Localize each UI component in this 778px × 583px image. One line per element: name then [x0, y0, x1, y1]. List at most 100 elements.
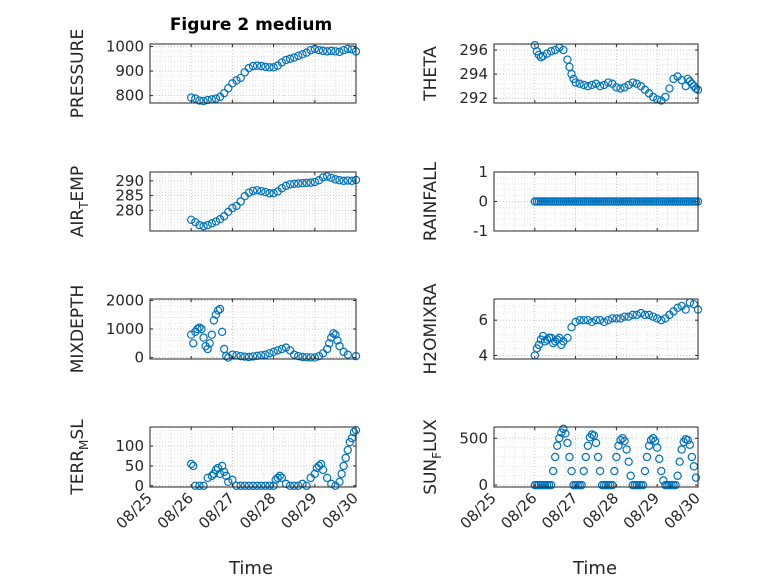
data-point: [318, 173, 328, 182]
data-point: [599, 317, 609, 327]
axes-box: [493, 298, 699, 360]
data-point: [236, 197, 245, 206]
data-point: [575, 315, 584, 325]
y-axis-label: MIXDEPTH: [68, 285, 88, 374]
data-point: [657, 466, 666, 476]
data-point: [687, 79, 697, 88]
data-point: [583, 315, 593, 325]
data-point: [640, 310, 650, 320]
data-point: [273, 473, 282, 483]
data-point: [685, 440, 695, 450]
y-tick-label: 290: [115, 172, 144, 190]
data-point: [636, 308, 646, 318]
data-point: [595, 466, 605, 476]
data-point: [530, 41, 540, 50]
data-point: [626, 471, 635, 480]
data-point: [341, 453, 350, 463]
data-point: [653, 314, 662, 323]
data-point: [203, 473, 212, 483]
data-point: [677, 75, 686, 85]
y-tick-label: 0: [134, 349, 144, 367]
y-tick-label: 1000: [106, 37, 144, 55]
data-point: [591, 438, 601, 448]
data-point: [261, 187, 270, 197]
data-point: [265, 349, 274, 358]
data-point: [205, 339, 214, 348]
data-point: [240, 352, 249, 361]
data-point: [265, 63, 274, 72]
y-tick-label: 1000: [106, 320, 144, 338]
data-point: [261, 62, 270, 72]
data-point: [269, 189, 278, 198]
data-point: [222, 351, 231, 361]
data-point: [349, 427, 359, 437]
data-point: [195, 481, 204, 491]
data-point: [285, 54, 295, 63]
data-point: [571, 78, 580, 87]
data-point: [186, 215, 196, 224]
data-point: [665, 84, 674, 93]
data-point: [616, 84, 625, 93]
data-point: [281, 55, 291, 65]
data-point: [277, 58, 287, 67]
data-point: [333, 336, 342, 345]
data-point: [335, 477, 344, 487]
data-point: [551, 452, 560, 462]
data-point: [599, 80, 609, 90]
data-point: [628, 78, 637, 87]
data-point: [553, 335, 562, 344]
x-tick-label: 08/26: [154, 489, 197, 532]
y-tick-label: 900: [115, 62, 144, 80]
data-point: [244, 481, 254, 491]
data-point: [542, 335, 552, 344]
data-point: [561, 429, 570, 438]
data-point: [589, 431, 599, 440]
data-point: [224, 84, 233, 93]
data-point: [277, 473, 287, 483]
data-point: [567, 323, 576, 332]
y-tick-label: 800: [115, 87, 144, 105]
data-point: [244, 63, 254, 73]
y-axis-label: PRESSURE: [68, 29, 88, 118]
data-point: [306, 178, 315, 187]
data-point: [331, 47, 340, 56]
data-point: [335, 176, 344, 185]
y-tick-label: 50: [125, 457, 144, 475]
data-point: [612, 452, 621, 462]
data-point: [322, 473, 332, 483]
data-point: [655, 454, 664, 464]
data-point: [195, 323, 204, 332]
panel-mixdepth: 0 1000 2000 MIXDEPTH: [68, 285, 361, 374]
data-point: [628, 310, 637, 320]
data-point: [265, 481, 274, 491]
data-point: [551, 45, 560, 55]
data-point: [612, 83, 621, 92]
data-point: [648, 92, 658, 102]
data-point: [207, 330, 216, 339]
data-point: [232, 481, 241, 491]
data-point: [232, 201, 241, 211]
data-point: [331, 175, 340, 184]
data-point: [555, 434, 564, 443]
data-point: [347, 433, 357, 443]
y-tick-label: 4: [478, 346, 488, 364]
data-point: [207, 471, 216, 481]
y-tick-label: 285: [115, 187, 144, 205]
data-point: [298, 50, 307, 59]
data-point: [209, 316, 219, 325]
y-tick-label: 6: [478, 311, 488, 329]
data-point: [343, 176, 352, 185]
data-point: [685, 77, 695, 86]
data-point: [314, 45, 324, 55]
data-point: [691, 84, 701, 93]
data-point: [199, 481, 208, 491]
x-tick-label: 08/28: [236, 489, 279, 532]
data-point: [298, 179, 307, 188]
data-point: [567, 69, 576, 79]
data-point: [614, 441, 623, 450]
data-point: [193, 324, 202, 334]
data-point: [203, 220, 212, 230]
data-point: [345, 437, 355, 447]
data-point: [248, 481, 258, 491]
data-point: [252, 186, 262, 195]
